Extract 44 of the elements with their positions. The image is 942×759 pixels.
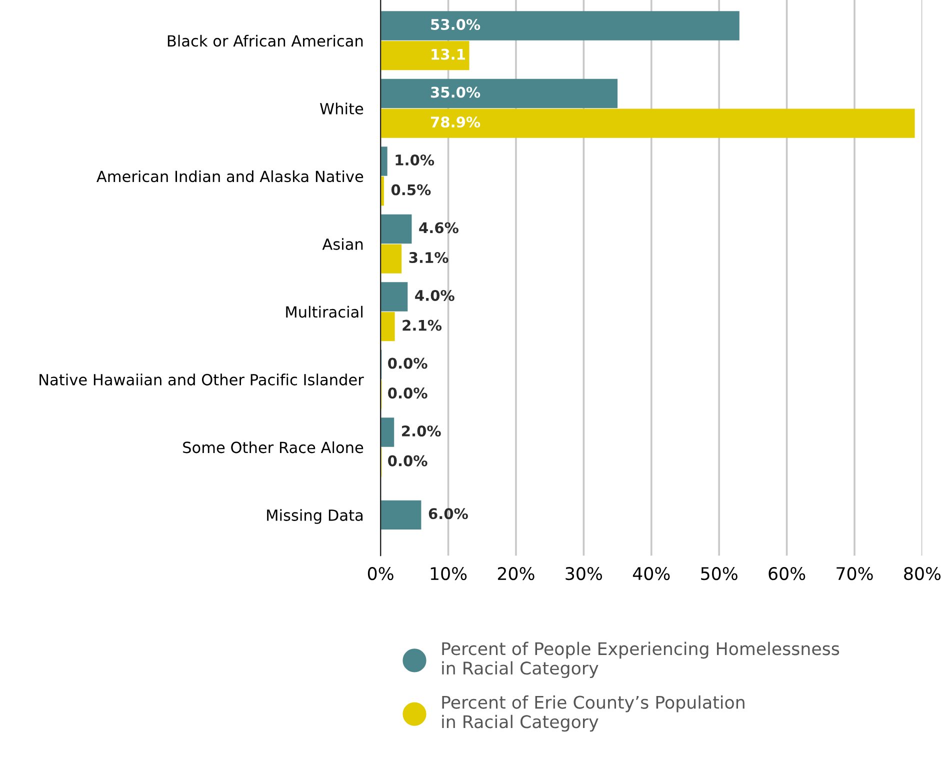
bar (380, 146, 388, 176)
y-tick-label: Black or African American (168, 34, 363, 47)
bar (380, 418, 394, 447)
x-tick-label: 0% (368, 567, 394, 580)
x-tick-label: 80% (904, 567, 941, 580)
x-tick-label: 50% (701, 567, 738, 580)
legend-label: Percent of People Experiencing Homelessness in Racial Category (442, 642, 840, 678)
data-label: 0.0% (388, 388, 428, 399)
x-tick-label: 40% (632, 567, 670, 580)
y-tick-label: Multiracial (286, 306, 362, 318)
x-tick-label: 10% (430, 567, 467, 580)
data-label: 1.0% (396, 154, 434, 166)
y-tick-label: American Indian and Alaska Native (96, 170, 364, 182)
bar (380, 312, 395, 342)
bar (380, 244, 402, 274)
y-tick-label: White (320, 102, 364, 114)
data-label: 4.0% (415, 290, 454, 301)
data-label: 78.9% (430, 116, 480, 128)
data-label: 0.0% (388, 358, 428, 369)
data-label: 4.6% (419, 222, 458, 234)
data-label: 0.5% (391, 184, 431, 196)
y-tick-label: Asian (322, 238, 363, 250)
data-label: 0.0% (388, 455, 428, 466)
y-tick-label: Native Hawaiian and Other Pacific Islander (40, 374, 364, 386)
bar (380, 108, 915, 138)
data-label: 3.1% (409, 252, 448, 264)
data-label: 2.0% (402, 425, 441, 437)
x-tick-label: 20% (498, 567, 534, 580)
bar (380, 214, 412, 244)
y-tick-label: Some Other Race Alone (183, 441, 364, 454)
y-tick-label: Missing Data (267, 509, 363, 524)
legend-label: Percent of Erie County’s Population in Racial Category (442, 695, 744, 732)
x-tick-label: 70% (836, 567, 873, 580)
data-label: 2.1% (402, 320, 442, 331)
x-tick-label: 30% (566, 567, 602, 580)
bar (380, 78, 618, 108)
data-label: 13.1 (432, 48, 465, 60)
bar (380, 11, 740, 40)
data-label: 53.0% (431, 18, 480, 30)
data-label: 35.0% (430, 86, 480, 98)
bar (380, 40, 470, 70)
bar (380, 282, 408, 312)
data-label: 6.0% (428, 508, 468, 520)
x-tick-label: 60% (768, 567, 806, 580)
